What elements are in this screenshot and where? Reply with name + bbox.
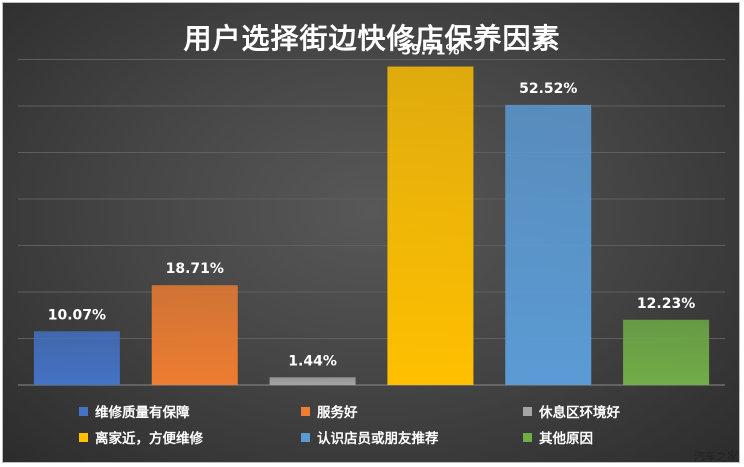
bar (387, 66, 474, 385)
watermark: 汽车之家 (694, 450, 738, 463)
legend-swatch (301, 432, 310, 442)
legend-label: 维修质量有保障 (95, 405, 190, 421)
legend-swatch (79, 432, 88, 442)
legend-swatch (301, 406, 310, 416)
data-label: 10.07% (48, 307, 106, 323)
bar (505, 104, 592, 385)
legend-swatch (523, 432, 532, 442)
data-label: 12.23% (637, 296, 695, 312)
data-label: 59.71% (401, 43, 459, 59)
legend-item: 维修质量有保障 (79, 401, 190, 421)
legend-label: 服务好 (317, 405, 358, 421)
data-label: 18.71% (166, 261, 224, 277)
legend-label: 休息区环境好 (539, 405, 620, 421)
chart-frame: 用户选择街边快修店保养因素 10.07% 18.71% 1.44% 59.71% 52.… (2, 2, 740, 463)
bar-chart: 10.07% 18.71% 1.44% 59.71% 52.52% 12.23% (18, 43, 725, 386)
legend-swatch (523, 406, 532, 416)
legend-label: 离家近，方便维修 (95, 431, 203, 447)
legend-swatch (79, 406, 88, 416)
data-label: 1.44% (288, 353, 337, 369)
chart-title: 用户选择街边快修店保养因素 (183, 22, 561, 55)
bar (151, 285, 238, 385)
bar (623, 319, 710, 385)
legend-label: 其他原因 (539, 431, 593, 447)
legend-item: 认识店员或朋友推荐 (301, 427, 439, 447)
data-label: 52.52% (519, 81, 577, 97)
legend-item: 休息区环境好 (523, 401, 620, 421)
legend-label: 认识店员或朋友推荐 (317, 431, 439, 447)
legend-item: 离家近，方便维修 (79, 427, 203, 447)
bar (269, 377, 356, 385)
legend-item: 服务好 (301, 401, 358, 421)
legend-item: 其他原因 (523, 427, 593, 447)
bar (33, 331, 120, 385)
